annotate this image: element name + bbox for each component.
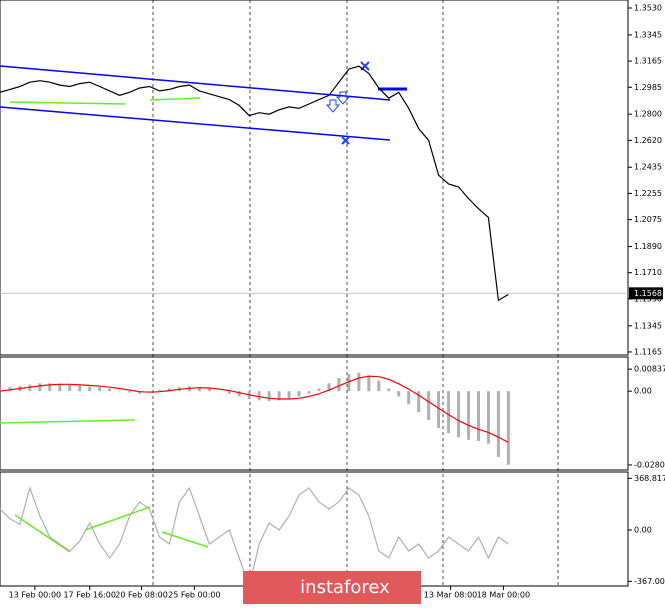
y-tick-label: 1.1890: [634, 242, 662, 251]
y-tick-label: 1.1710: [634, 268, 662, 277]
y-tick-label: 1.1165: [634, 347, 662, 356]
watermark: instaforex: [300, 577, 390, 598]
macd-panel: [0, 356, 629, 471]
y-tick-label: 1.3345: [634, 30, 662, 39]
x-tick-label: 18 Mar 00:00: [477, 591, 530, 600]
y-tick-label: 1.1345: [634, 321, 662, 330]
x-tick-label: 20 Feb 08:00: [115, 591, 167, 600]
x-tick-label: 13 Mar 08:00: [424, 591, 477, 600]
x-tick-label: 13 Feb 00:00: [9, 591, 61, 600]
divergence-lines: [0, 97, 209, 553]
y-tick-label: 368.8171: [634, 474, 665, 483]
y-tick-label: 1.3530: [634, 3, 662, 12]
x-tick-label: 17 Feb 16:00: [63, 591, 115, 600]
y-tick-label: 1.2985: [634, 83, 662, 92]
series-line: [0, 486, 509, 589]
y-tick-label: 1.2255: [634, 189, 662, 198]
last-price-box: [629, 287, 663, 300]
watermark-box: [243, 571, 421, 604]
series-line: [0, 375, 509, 443]
price-panel: [0, 0, 629, 356]
x-tick-label: 25 Feb 00:00: [168, 591, 220, 600]
series-line: [0, 65, 509, 302]
marks: 1.3530 1.3345 1.3165 1.2985 1.2800 1.2620 1.24…: [0, 3, 665, 600]
cci-panel: [0, 471, 629, 587]
y-tick-label: 0.00: [634, 387, 652, 396]
y-tick-label: -0.02807: [634, 460, 665, 469]
y-tick-label: -367.0034: [634, 577, 665, 586]
y-tick-label: 1.2800: [634, 110, 662, 119]
y-tick-label: 1.3165: [634, 57, 662, 66]
y-tick-label: 0.00: [634, 525, 652, 534]
last-price-label: 1.1568: [634, 289, 662, 298]
channel: [0, 65, 407, 141]
y-tick-label: 1.2435: [634, 163, 662, 172]
vertical-grid: [152, 0, 559, 586]
y-tick-label: 1.2620: [634, 136, 662, 145]
y-tick-label: 1.2075: [634, 215, 662, 224]
markers: [325, 61, 370, 145]
y-tick-label: 0.00837: [634, 365, 665, 374]
